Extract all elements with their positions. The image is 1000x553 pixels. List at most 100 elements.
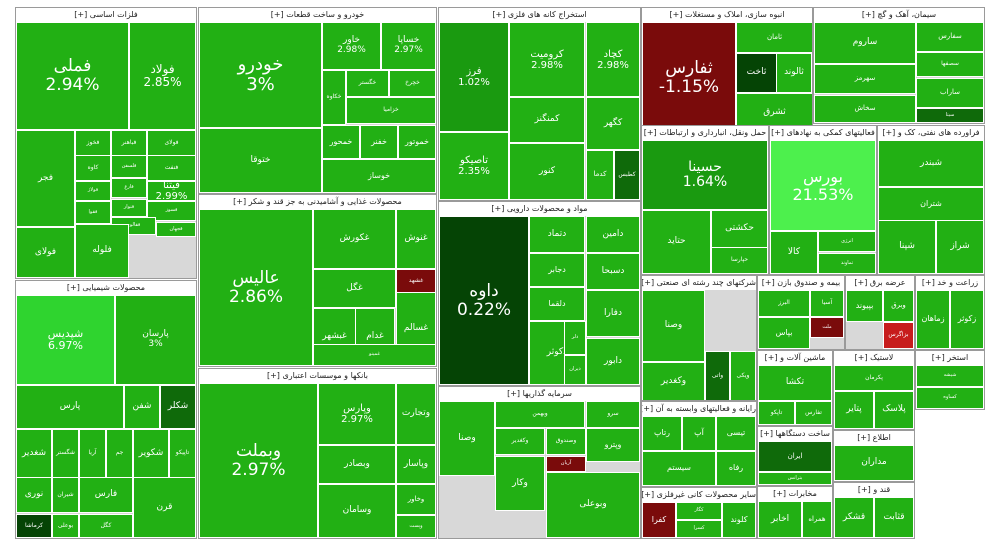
sector-title[interactable]: انبوه سازی، املاک و مستغلات [+] — [642, 8, 812, 22]
stock-tile[interactable]: وبرق — [883, 290, 914, 322]
stock-tile[interactable]: وبصادر — [318, 445, 396, 484]
stock-tile[interactable]: بپیوند — [846, 290, 883, 322]
stock-tile[interactable]: قثابت — [874, 497, 914, 538]
sector-title[interactable]: حمل ونقل، انبارداری و ارتباطات [+] — [642, 126, 768, 140]
stock-tile[interactable]: وکار — [495, 456, 545, 511]
sector-title[interactable]: فراورده های نفتی، کک و [+] — [878, 126, 984, 140]
sector-title[interactable]: سیمان، آهک و گچ [+] — [814, 8, 984, 22]
stock-tile[interactable]: ثامان — [736, 22, 812, 53]
stock-tile[interactable]: کالا — [770, 231, 818, 274]
stock-tile[interactable]: تاصیکو 2.35% — [439, 132, 509, 200]
stock-tile[interactable]: خچرخ — [389, 70, 436, 97]
sector-title[interactable]: فعالیتهای کمکی به نهادهای [+] — [770, 126, 876, 140]
stock-tile[interactable]: حکشتی — [711, 210, 768, 248]
stock-tile[interactable]: کلوند — [722, 502, 756, 538]
stock-tile[interactable]: خزامیا — [346, 97, 436, 124]
stock-tile[interactable]: شتران — [878, 187, 984, 221]
stock-tile[interactable]: خودرو 3% — [199, 22, 322, 128]
stock-tile[interactable]: کگل — [79, 514, 133, 538]
stock-tile[interactable]: فباهنر — [111, 130, 147, 156]
stock-tile[interactable]: البرز — [758, 290, 810, 317]
stock-tile[interactable]: وپارس 2.97% — [318, 383, 396, 445]
stock-tile[interactable]: حسینا 1.64% — [642, 140, 768, 210]
sector-title[interactable]: محصولات شیمیایی [+] — [16, 281, 196, 295]
stock-tile[interactable]: کاوه — [75, 155, 111, 181]
stock-tile[interactable]: دلقما — [529, 287, 585, 321]
stock-tile[interactable]: سهرمز — [814, 64, 916, 94]
sector-title[interactable]: ساخت دستگاهها [+] — [758, 427, 832, 441]
stock-tile[interactable]: دامین — [586, 216, 640, 253]
sector-title[interactable]: قند و [+] — [834, 483, 914, 497]
stock-tile[interactable]: خفنر — [360, 125, 398, 159]
stock-tile[interactable]: وصنا — [439, 401, 495, 476]
stock-tile[interactable]: اخابر — [758, 501, 802, 538]
sector-title[interactable]: محصولات غذایی و آشامیدنی به جز قند و شکر… — [199, 195, 436, 209]
stock-tile[interactable]: کساوه — [916, 387, 984, 409]
stock-tile[interactable]: فولای — [16, 227, 75, 278]
stock-tile[interactable]: فارغ — [111, 178, 147, 198]
stock-tile[interactable]: بزاگرس — [883, 322, 914, 349]
stock-tile[interactable]: خاور 2.98% — [322, 22, 381, 70]
stock-tile[interactable]: شکویر — [133, 429, 169, 478]
stock-tile[interactable]: شفن — [124, 385, 160, 429]
stock-tile[interactable]: فرز 1.02% — [439, 22, 509, 132]
stock-tile[interactable]: فجهان — [156, 222, 196, 237]
stock-tile[interactable]: زکوثر — [950, 290, 984, 349]
stock-tile[interactable]: تاپکو — [758, 401, 795, 425]
stock-tile[interactable]: سیتا — [916, 108, 984, 123]
stock-tile[interactable]: آپ — [682, 416, 716, 451]
sector-title[interactable]: عرضه برق [+] — [846, 276, 914, 290]
stock-tile[interactable]: پلاسک — [874, 391, 914, 429]
stock-tile[interactable]: عالیس 2.86% — [199, 209, 313, 366]
stock-tile[interactable]: تیسی — [716, 416, 756, 451]
stock-tile[interactable]: دابور — [586, 338, 640, 385]
stock-tile[interactable]: کگهر — [586, 97, 640, 150]
stock-tile[interactable]: حپارسا — [711, 247, 768, 274]
stock-tile[interactable]: پارس — [16, 385, 124, 429]
stock-tile[interactable]: فملی 2.94% — [16, 22, 129, 130]
stock-tile[interactable]: قشکر — [834, 497, 874, 538]
stock-tile[interactable]: فنفت — [147, 155, 196, 181]
stock-tile[interactable]: تماوند — [818, 253, 876, 274]
stock-tile[interactable]: کنور — [509, 143, 585, 200]
stock-tile[interactable]: فارس — [79, 477, 133, 513]
sector-title[interactable]: خودرو و ساخت قطعات [+] — [199, 8, 436, 22]
sector-title[interactable]: بیمه و صندوق بازن [+] — [758, 276, 844, 290]
stock-tile[interactable]: کگاز — [676, 502, 722, 520]
stock-tile[interactable]: ثالوند — [776, 53, 812, 93]
stock-tile[interactable]: فجر — [16, 130, 75, 227]
stock-tile[interactable]: کچاد 2.98% — [586, 22, 640, 97]
stock-tile[interactable]: انرژی — [818, 231, 876, 252]
stock-tile[interactable]: شبندر — [878, 140, 984, 187]
stock-tile[interactable]: وتجارت — [396, 383, 436, 445]
stock-tile[interactable]: وکغدیر — [495, 428, 545, 455]
stock-tile[interactable]: شیران — [52, 477, 79, 513]
stock-tile[interactable]: آریان — [546, 456, 586, 472]
sector-title[interactable]: اطلاع [+] — [834, 431, 914, 445]
sector-title[interactable]: ماشین آلات و [+] — [758, 351, 832, 365]
stock-tile[interactable]: وسامان — [318, 484, 396, 538]
stock-tile[interactable]: شپنا — [878, 220, 936, 274]
stock-tile[interactable]: همراه — [802, 501, 832, 538]
stock-tile[interactable]: دفارا — [586, 290, 640, 337]
stock-tile[interactable]: فلوله — [75, 224, 129, 278]
stock-tile[interactable]: سخاش — [814, 95, 916, 123]
stock-tile[interactable]: ثاخت — [736, 53, 777, 93]
stock-tile[interactable]: مداران — [834, 445, 914, 481]
sector-title[interactable]: سایر محصولات کانی غیرفلزی [+] — [642, 488, 756, 502]
sector-title[interactable]: لاستیک [+] — [834, 351, 914, 365]
stock-tile[interactable]: پارسان 3% — [115, 295, 196, 385]
stock-tile[interactable]: تاپیکو — [169, 429, 196, 478]
stock-tile[interactable]: سرو — [586, 401, 640, 428]
stock-tile[interactable]: وصنا — [642, 290, 705, 362]
sector-title[interactable]: رایانه و فعالیتهای وابسته به آن [+] — [642, 402, 756, 416]
stock-tile[interactable]: خگستر — [346, 70, 389, 97]
stock-tile[interactable]: دیران — [564, 355, 586, 385]
stock-tile[interactable]: فقوا — [75, 201, 111, 224]
stock-tile[interactable]: غشهد — [396, 269, 436, 293]
stock-tile[interactable]: رفاه — [716, 451, 756, 486]
stock-tile[interactable]: وبوعلی — [546, 472, 640, 538]
stock-tile[interactable]: دسبحا — [586, 253, 640, 290]
stock-tile[interactable]: زماهان — [916, 290, 950, 349]
stock-tile[interactable]: فسوز — [147, 201, 196, 221]
